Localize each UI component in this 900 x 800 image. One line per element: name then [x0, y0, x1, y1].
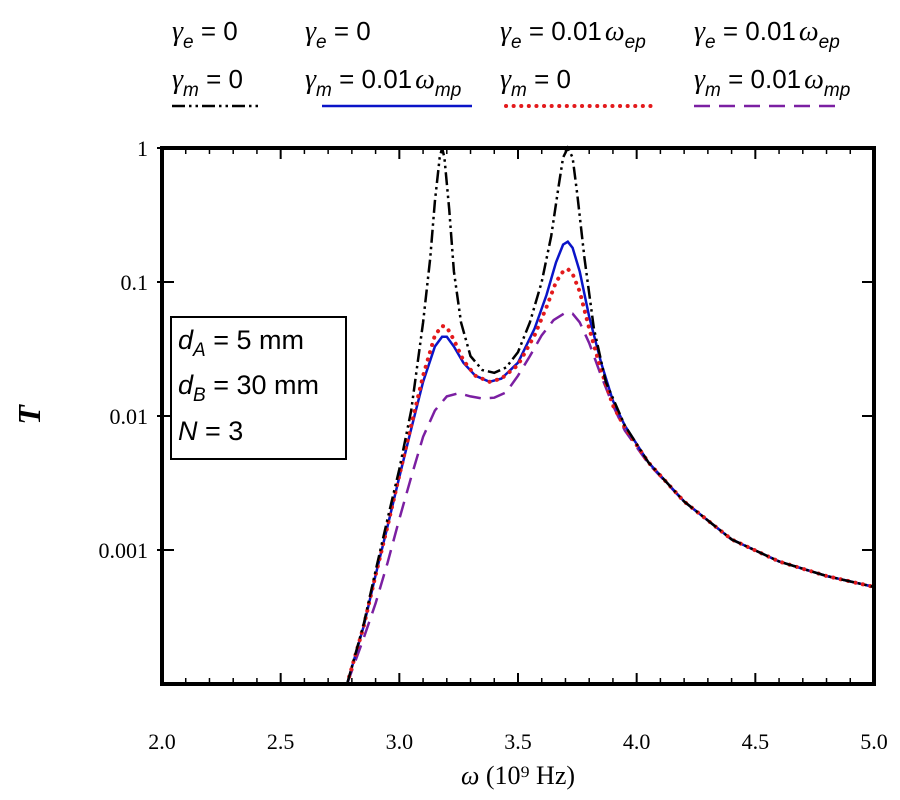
param-N: N = 3	[178, 416, 243, 446]
y-tick-label: 0.1	[121, 270, 149, 295]
plot-curves	[345, 145, 876, 686]
x-tick-label: 4.0	[623, 729, 651, 754]
series-line-1	[345, 145, 875, 685]
series-line-2	[345, 240, 875, 685]
y-tick-label: 1	[137, 136, 148, 161]
legend-gamma-m: γm = 0	[172, 64, 243, 101]
legend-gamma-e: γe = 0.01 ωep	[694, 16, 840, 53]
x-tick-label: 3.5	[504, 729, 532, 754]
legend-gamma-m: γm = 0.01 ωmp	[694, 64, 850, 101]
x-axis-ticks: 2.0 2.5 3.0 3.5 4.0 4.5 5.0	[148, 148, 888, 754]
param-dB: dB = 30 mm	[178, 370, 319, 406]
y-axis-label: T	[11, 404, 47, 425]
parameter-box: dA = 5 mm dB = 30 mm N = 3	[170, 316, 347, 460]
y-tick-label: 0.01	[110, 404, 149, 429]
legend-gamma-m: γm = 0.01 ωmp	[305, 64, 461, 101]
legend-entry-4: γe = 0.01 ωep γm = 0.01 ωmp	[694, 16, 850, 108]
y-axis-ticks: 0.001 0.01 0.1 1	[99, 136, 874, 563]
x-tick-label: 2.0	[148, 729, 176, 754]
legend-entry-2: γe = 0 γm = 0.01 ωmp	[305, 16, 472, 108]
series-line-3	[345, 266, 876, 686]
x-tick-label: 2.5	[267, 729, 295, 754]
legend-gamma-m: γm = 0	[500, 64, 571, 101]
x-tick-label: 4.5	[742, 729, 770, 754]
legend-gamma-e: γe = 0	[305, 16, 371, 53]
series-line-4	[345, 311, 875, 685]
y-tick-label: 0.001	[99, 538, 149, 563]
x-axis-label: ω (10⁹ Hz)	[461, 761, 575, 790]
x-tick-label: 3.0	[386, 729, 414, 754]
x-tick-label: 5.0	[860, 729, 888, 754]
legend-gamma-e: γe = 0.01 ωep	[500, 16, 646, 53]
legend-entry-1: γe = 0 γm = 0	[172, 16, 262, 108]
param-dA: dA = 5 mm	[178, 325, 304, 361]
legend-gamma-e: γe = 0	[172, 16, 238, 53]
legend-entry-3: γe = 0.01 ωep γm = 0	[500, 16, 656, 108]
